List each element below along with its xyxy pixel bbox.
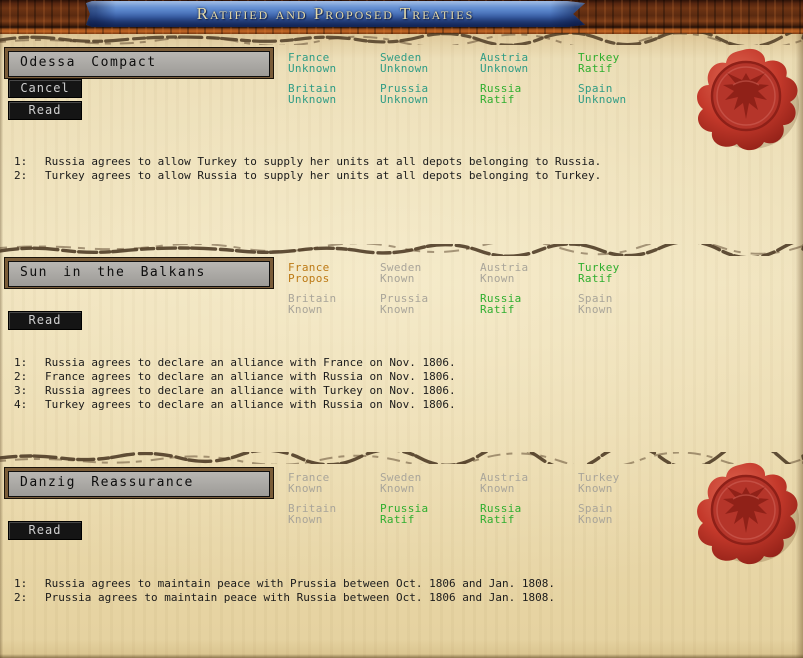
- right-edge-shadow: [795, 34, 803, 658]
- country-status-spain: Spain Known: [578, 292, 613, 316]
- wax-seal-eagle-icon: [691, 47, 803, 153]
- treaty-term: 2: France agrees to declare an alliance …: [14, 370, 456, 383]
- left-edge-shadow: [0, 34, 3, 658]
- treaty-term: 2: Prussia agrees to maintain peace with…: [14, 591, 555, 604]
- bottom-edge-shadow: [0, 654, 803, 658]
- country-status-france: France Known: [288, 471, 330, 495]
- wax-seal-eagle-icon: [691, 461, 803, 567]
- country-status-prussia: Prussia Unknown: [380, 82, 429, 106]
- treaty-title: Sun in the Balkans: [8, 261, 270, 287]
- wood-header: Ratified and Proposed Treaties: [0, 0, 803, 34]
- read-button[interactable]: Read: [8, 521, 82, 540]
- country-status-britain: Britain Unknown: [288, 82, 337, 106]
- country-status-russia: Russia Ratif: [480, 502, 522, 526]
- country-status-prussia: Prussia Known: [380, 292, 429, 316]
- country-status-spain: Spain Unknown: [578, 82, 627, 106]
- treaty-term: 4: Turkey agrees to declare an alliance …: [14, 398, 456, 411]
- treaty-title: Danzig Reassurance: [8, 471, 270, 497]
- treaty-title-box: Sun in the Balkans: [4, 257, 274, 289]
- read-button[interactable]: Read: [8, 101, 82, 120]
- treaty-terms: 1: Russia agrees to allow Turkey to supp…: [0, 155, 790, 183]
- country-status-russia: Russia Ratif: [480, 292, 522, 316]
- treaty-section-odessa-compact: Odessa Compact Cancel Read France Unknow…: [0, 40, 803, 240]
- treaty-terms: 1: Russia agrees to maintain peace with …: [0, 577, 790, 605]
- treaty-title-box: Odessa Compact: [4, 47, 274, 79]
- country-status-britain: Britain Known: [288, 292, 337, 316]
- country-status-spain: Spain Known: [578, 502, 613, 526]
- treaty-section-sun-in-the-balkans: Sun in the Balkans Read France Propos Sw…: [0, 250, 803, 448]
- country-status-sweden: Sweden Known: [380, 471, 422, 495]
- country-status-france: France Unknown: [288, 51, 337, 75]
- treaty-terms: 1: Russia agrees to declare an alliance …: [0, 356, 790, 412]
- country-status-sweden: Sweden Known: [380, 261, 422, 285]
- treaty-term: 3: Russia agrees to declare an alliance …: [14, 384, 456, 397]
- treaty-term: 1: Russia agrees to maintain peace with …: [14, 577, 555, 590]
- country-status-britain: Britain Known: [288, 502, 337, 526]
- country-status-turkey: Turkey Ratif: [578, 51, 620, 75]
- treaty-section-danzig-reassurance: Danzig Reassurance Read France Known Swe…: [0, 460, 803, 658]
- read-button[interactable]: Read: [8, 311, 82, 330]
- treaty-term: 2: Turkey agrees to allow Russia to supp…: [14, 169, 602, 182]
- treaty-term: 1: Russia agrees to declare an alliance …: [14, 356, 456, 369]
- country-status-austria: Austria Known: [480, 261, 529, 285]
- country-status-sweden: Sweden Unknown: [380, 51, 429, 75]
- page-title: Ratified and Proposed Treaties: [196, 4, 475, 23]
- country-status-prussia: Prussia Ratif: [380, 502, 429, 526]
- banner-ribbon: Ratified and Proposed Treaties: [86, 1, 585, 27]
- country-status-turkey: Turkey Known: [578, 471, 620, 495]
- country-status-turkey: Turkey Ratif: [578, 261, 620, 285]
- treaty-term: 1: Russia agrees to allow Turkey to supp…: [14, 155, 602, 168]
- treaty-title: Odessa Compact: [8, 51, 270, 77]
- country-status-austria: Austria Known: [480, 471, 529, 495]
- country-status-france: France Propos: [288, 261, 330, 285]
- treaty-title-box: Danzig Reassurance: [4, 467, 274, 499]
- country-status-russia: Russia Ratif: [480, 82, 522, 106]
- cancel-button[interactable]: Cancel: [8, 79, 82, 98]
- parchment-background: [0, 34, 803, 658]
- country-status-austria: Austria Unknown: [480, 51, 529, 75]
